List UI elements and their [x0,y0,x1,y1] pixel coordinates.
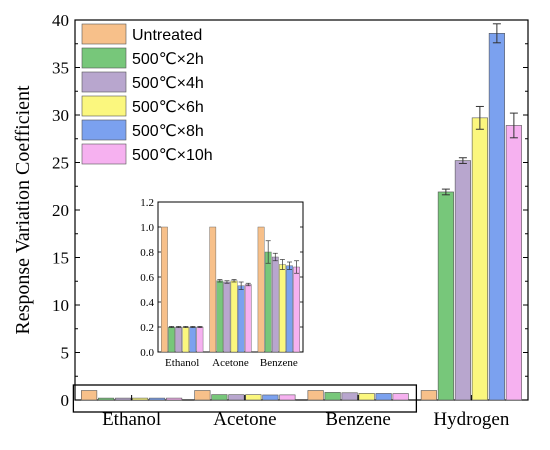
legend-label-untreated: Untreated [132,27,202,44]
inset-bar-acetone-untreated [209,226,217,353]
inset-y-tick-label: 0.6 [140,272,154,284]
y-tick-label: 35 [52,59,69,78]
inset-bar-acetone-500-2h [216,280,224,353]
y-tick-label: 15 [52,249,69,268]
inset-bar-acetone-500-4h [223,281,231,353]
bar-acetone-untreated [194,390,211,401]
inset-plot-frame [157,201,304,353]
bar-benzene-500-8h [375,393,392,401]
bar-hydrogen-untreated [420,390,437,401]
bar-ethanol-untreated [81,390,98,401]
y-axis-label: Response Variation Coefficient [12,85,34,335]
inset-bar-ethanol-500-4h [175,326,182,353]
inset-bar-benzene-500-8h [286,265,293,353]
legend-swatch-untreated [81,23,127,45]
bar-acetone-500-10h [279,394,296,401]
bar-ethanol-500-10h [166,397,183,401]
x-category-label: Hydrogen [433,409,509,430]
y-tick-label: 40 [52,11,69,30]
x-category-label: Benzene [325,409,390,430]
inset-x-category-label: Benzene [260,357,298,369]
y-tick-label: 10 [52,296,69,315]
inset-bar-ethanol-500-6h [182,326,190,353]
legend-swatch-500-10h [81,143,127,165]
bar-hydrogen-500-8h [488,32,505,401]
inset-bar-benzene-500-4h [271,256,279,353]
bar-benzene-500-10h [392,393,409,401]
inset-bar-benzene-500-2h [264,251,272,353]
bar-acetone-500-4h [228,394,245,401]
inset-bar-ethanol-500-2h [168,326,175,353]
inset-y-tick-label: 1.0 [140,222,154,234]
inset-bar-benzene-500-6h [279,264,286,353]
y-tick-label: 5 [61,344,70,363]
x-category-label: Ethanol [102,409,161,430]
bar-benzene-untreated [307,390,324,401]
bar-acetone-500-2h [211,394,228,401]
bar-hydrogen-500-6h [471,117,488,401]
y-tick-label: 30 [52,106,69,125]
legend-label-500-10h: 500℃×10h [132,147,213,164]
bar-ethanol-500-2h [98,397,115,401]
bar-benzene-500-4h [341,392,358,401]
y-tick-label: 0 [61,391,70,410]
bar-benzene-500-2h [324,392,341,401]
bar-acetone-500-8h [262,394,279,401]
inset-bar-acetone-500-8h [237,285,245,353]
legend-label-500-4h: 500℃×4h [132,75,204,92]
bar-hydrogen-500-4h [454,160,471,401]
zoom-indicator-box [72,384,418,413]
inset-bar-benzene-untreated [257,226,265,353]
legend-swatch-500-8h [81,119,127,141]
inset-y-tick-label: 0.4 [140,297,154,309]
bar-ethanol-500-6h [132,397,149,401]
bar-ethanol-500-8h [149,397,166,401]
y-tick-label: 20 [52,201,69,220]
inset-x-category-label: Ethanol [165,357,199,369]
legend-label-500-6h: 500℃×6h [132,99,204,116]
inset-bar-ethanol-500-10h [196,326,204,353]
inset-x-category-label: Acetone [212,357,249,369]
x-category-label: Acetone [213,409,276,430]
bar-hydrogen-500-2h [437,191,454,401]
inset-bar-ethanol-untreated [161,226,168,353]
inset-bar-acetone-500-10h [244,284,252,353]
bar-acetone-500-6h [245,394,262,401]
legend-swatch-500-6h [81,95,127,117]
legend-label-500-8h: 500℃×8h [132,123,204,140]
bar-benzene-500-6h [358,393,375,401]
legend-label-500-2h: 500℃×2h [132,51,204,68]
inset-y-tick-label: 1.2 [140,197,154,209]
legend-swatch-500-2h [81,47,127,69]
bar-hydrogen-500-10h [505,125,522,401]
bar-ethanol-500-4h [115,397,132,401]
legend-swatch-500-4h [81,71,127,93]
inset-bar-ethanol-500-8h [189,326,197,353]
inset-y-tick-label: 0.8 [140,247,154,259]
inset-y-tick-label: 0.0 [140,347,154,359]
y-tick-label: 25 [52,154,69,173]
inset-bar-acetone-500-6h [230,280,238,353]
inset-y-tick-label: 0.2 [140,322,154,334]
inset-bar-benzene-500-10h [293,266,300,353]
